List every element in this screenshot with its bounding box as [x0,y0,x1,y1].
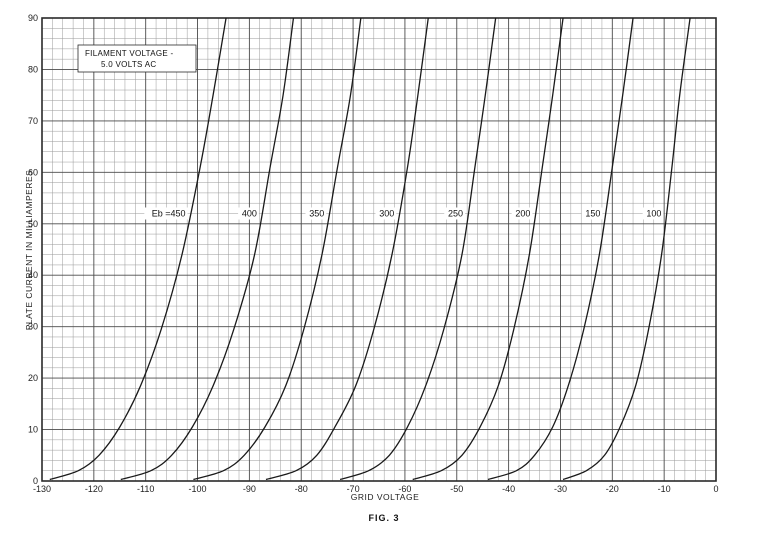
curve-label-bg [238,207,259,220]
curve-label-bg [581,207,603,220]
curve-300 [265,17,429,481]
x-tick-label: -20 [606,484,619,494]
curve-250 [339,17,497,481]
curve-label: 300 [379,208,394,218]
x-tick-label: -70 [347,484,360,494]
x-tick-label: -80 [295,484,308,494]
x-tick-label: -100 [189,484,207,494]
curve-400 [120,17,295,481]
curve-label: 250 [448,208,463,218]
curve-label-bg [642,207,664,220]
y-tick-label: 70 [28,116,38,126]
x-tick-label: -10 [658,484,671,494]
curve-label: 200 [515,208,530,218]
y-tick-label: 80 [28,64,38,74]
x-tick-label: -90 [243,484,256,494]
curve-100 [562,17,691,481]
x-axis-title: GRID VOLTAGE [351,492,420,502]
y-tick-label: 0 [33,476,38,486]
filament-note: FILAMENT VOLTAGE - 5.0 VOLTS AC [77,44,197,73]
minor-grid [42,18,716,481]
curve-label: 400 [242,208,257,218]
y-tick-label: 60 [28,167,38,177]
curve-labels-layer: Eb =450 400 350 300 250 200 150 100 [144,207,664,220]
curve-label-bg [305,207,327,220]
y-tick-label: 40 [28,270,38,280]
y-tick-label: 10 [28,425,38,435]
y-axis-ticks: 0 10 20 30 40 50 60 70 80 90 [28,13,38,486]
x-tick-label: -30 [554,484,567,494]
x-tick-label: -50 [450,484,463,494]
filament-note-line1: FILAMENT VOLTAGE - [85,49,174,58]
y-tick-label: 20 [28,373,38,383]
x-tick-label: -40 [502,484,515,494]
filament-note-box [77,44,197,73]
curve-200 [412,17,564,481]
x-axis-ticks: -130 -120 -110 -100 -90 -80 -70 -60 -50 -40 -30 -20… [33,484,719,494]
curve-label: 350 [309,208,324,218]
curve-label-bg [511,207,533,220]
plot-frame [41,17,717,482]
curve-label-bg [375,207,397,220]
curve-label-bg [444,207,466,220]
y-tick-label: 30 [28,322,38,332]
y-tick-label: 90 [28,13,38,23]
curve-label: Eb =450 [152,208,186,218]
figure-caption: FIG. 3 [368,513,399,523]
x-tick-label: -110 [137,484,154,494]
major-grid [41,17,717,482]
curve-label: 100 [646,208,661,218]
curves-layer [49,17,691,481]
y-tick-label: 50 [28,219,38,229]
x-tick-label: -130 [33,484,51,494]
x-tick-label: 0 [713,484,718,494]
filament-note-line2: 5.0 VOLTS AC [101,60,156,69]
curve-label-bg [144,207,188,220]
curve-350 [193,17,362,481]
x-tick-label: -120 [85,484,103,494]
curve-150 [487,17,634,481]
x-tick-label: -60 [398,484,411,494]
curve-eb450 [49,17,227,481]
y-axis-title: PLATE CURRENT IN MILLIAMPERES [24,170,34,331]
curve-label: 150 [585,208,600,218]
